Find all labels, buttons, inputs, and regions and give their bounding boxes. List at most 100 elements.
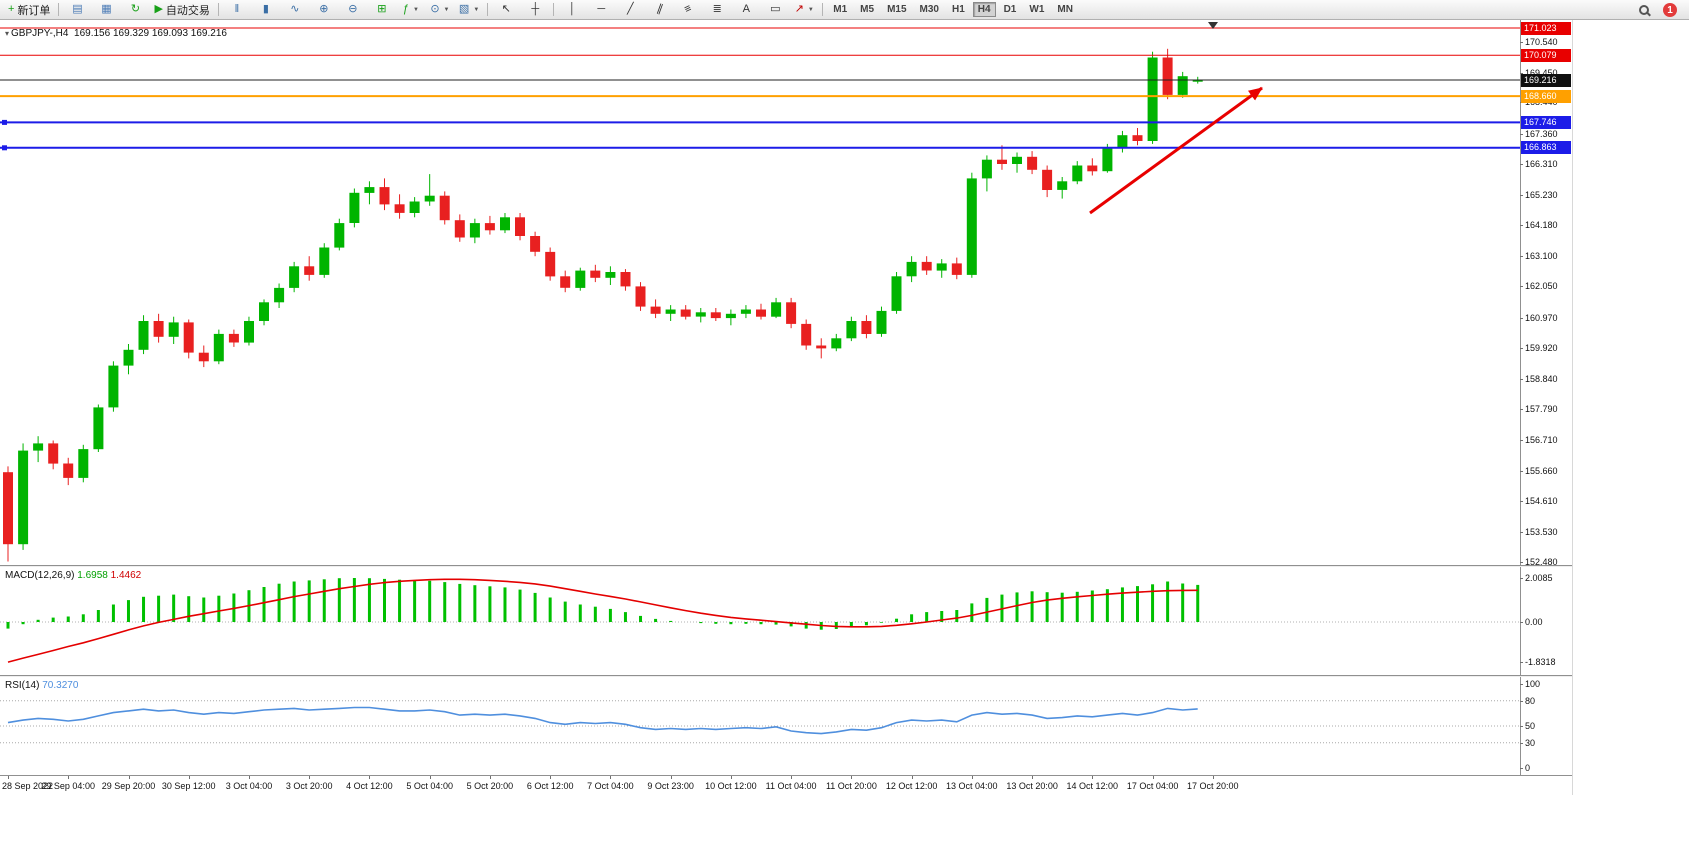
candle: [424, 174, 435, 206]
refresh-button[interactable]: ↻: [121, 0, 149, 19]
time-tick: [128, 776, 130, 779]
shapes-icon: ≣: [712, 3, 722, 15]
crosshair-button[interactable]: ┼: [521, 0, 549, 19]
periods-button[interactable]: ⊙ ▼: [426, 0, 454, 19]
candle: [530, 231, 541, 257]
time-tick: [550, 776, 552, 779]
timeframe-m15[interactable]: M15: [887, 4, 907, 15]
price-tick-label: 167.360: [1525, 128, 1558, 139]
horizontal-line-button[interactable]: ─: [587, 0, 615, 19]
candlestick-chart-type-button[interactable]: ▮: [252, 0, 280, 19]
crosshair-icon: ┼: [531, 3, 540, 15]
time-axis-label: 4 Oct 12:00: [346, 781, 393, 791]
autotrade-play-icon: ▶: [154, 3, 163, 15]
timeframe-m5[interactable]: M5: [860, 4, 875, 15]
panel-separator[interactable]: [0, 675, 1572, 677]
price-axis[interactable]: 170.540169.450168.440167.360166.310165.2…: [1520, 20, 1572, 775]
vertical-line-button[interactable]: │: [558, 0, 586, 19]
candle: [650, 299, 661, 319]
time-axis[interactable]: 28 Sep 2022 29 Sep 04:00 29 Sep 20:00 30 Se…: [0, 775, 1572, 795]
time-tick: [610, 776, 612, 779]
chart-collapse-icon[interactable]: ▾: [5, 29, 10, 38]
bar-chart-type-button[interactable]: ‖: [223, 0, 251, 19]
chart-window[interactable]: ▾ GBPJPY-,H4 169.156 169.329 169.093 169.…: [0, 20, 1573, 795]
candle: [515, 213, 525, 241]
horizontal-line-167.746[interactable]: [0, 119, 1520, 125]
candle: [198, 345, 209, 368]
line-handle[interactable]: [2, 119, 7, 125]
timeframe-d1[interactable]: D1: [1003, 4, 1017, 15]
line-handle[interactable]: [2, 145, 7, 151]
line-chart-type-button[interactable]: ∿: [281, 0, 309, 19]
axis-tick: [1520, 726, 1523, 727]
timeframe-m30[interactable]: M30: [919, 4, 939, 15]
timeframe-m1[interactable]: M1: [833, 4, 848, 15]
candle: [951, 257, 962, 280]
shapes-button[interactable]: ≣: [703, 0, 731, 19]
candle: [213, 329, 224, 365]
print-button[interactable]: ▦: [92, 0, 120, 19]
zoom-in-icon: ⊕: [319, 3, 329, 15]
candle: [153, 313, 164, 343]
time-tick: [971, 776, 973, 779]
axis-tick: [1520, 531, 1523, 533]
price-tick-label: 159.920: [1525, 342, 1558, 353]
fibonacci-button[interactable]: ≡: [674, 0, 702, 19]
trendline-button[interactable]: ╱: [616, 0, 644, 19]
axis-tick: [1520, 578, 1523, 579]
cursor-button[interactable]: ↖: [492, 0, 520, 19]
notification-badge[interactable]: 1: [1663, 3, 1677, 17]
time-axis-label: 28 Sep 2022: [2, 781, 54, 791]
time-tick: [1152, 776, 1154, 779]
zoom-in-button[interactable]: ⊕: [310, 0, 338, 19]
horizontal-line-166.863[interactable]: [0, 145, 1520, 151]
channel-button[interactable]: ∥: [645, 0, 673, 19]
axis-tick: [1520, 286, 1523, 288]
arrow-tools-button[interactable]: ↗ ▼: [790, 0, 818, 19]
rsi-value: 70.3270: [42, 680, 79, 691]
candle: [1072, 161, 1083, 185]
candle: [319, 243, 330, 278]
new-order-button[interactable]: + 新订单: [4, 0, 54, 19]
refresh-icon: ↻: [130, 3, 141, 15]
axis-tick: [1520, 102, 1523, 104]
timeframe-mn[interactable]: MN: [1057, 4, 1073, 15]
templates-button[interactable]: ▧ ▼: [455, 0, 483, 19]
timeframe-h1[interactable]: H1: [951, 4, 965, 15]
candle: [876, 306, 887, 337]
candle: [183, 319, 194, 359]
timeframe-h4[interactable]: H4: [972, 2, 996, 17]
channel-icon: ∥: [654, 2, 665, 16]
candle: [906, 256, 917, 283]
rsi-panel-canvas[interactable]: [0, 677, 1520, 775]
candle: [740, 305, 751, 319]
text-label-button[interactable]: ▭: [761, 0, 789, 19]
candle: [786, 297, 797, 329]
tile-windows-button[interactable]: ⊞: [368, 0, 396, 19]
trend-arrow[interactable]: [1089, 86, 1263, 215]
search-icon[interactable]: [1639, 5, 1649, 15]
macd-panel-canvas[interactable]: [0, 567, 1520, 675]
price-tick-label: 164.180: [1525, 220, 1558, 231]
time-axis-label: 29 Sep 04:00: [41, 781, 95, 791]
axis-tick: [1520, 742, 1523, 744]
zoom-out-button[interactable]: ⊖: [339, 0, 367, 19]
candle: [771, 297, 782, 319]
price-chart-canvas[interactable]: [0, 20, 1520, 565]
text-button[interactable]: A: [732, 0, 760, 19]
axis-tick: [1520, 378, 1523, 380]
timeframe-w1[interactable]: W1: [1029, 4, 1045, 15]
candle: [997, 145, 1007, 170]
panel-separator[interactable]: [0, 565, 1572, 567]
time-axis-label: 9 Oct 23:00: [647, 781, 694, 791]
indicators-icon: ƒ: [402, 3, 409, 15]
charts-window-button[interactable]: ▤: [63, 0, 91, 19]
autotrading-button[interactable]: ▶ 自动交易: [150, 0, 213, 19]
axis-tick: [1520, 622, 1523, 623]
indicators-button[interactable]: ƒ ▼: [397, 0, 425, 19]
candle: [123, 344, 134, 375]
candle: [725, 309, 736, 326]
price-tick-label: 160.970: [1525, 312, 1558, 323]
axis-tick: [1520, 684, 1523, 685]
